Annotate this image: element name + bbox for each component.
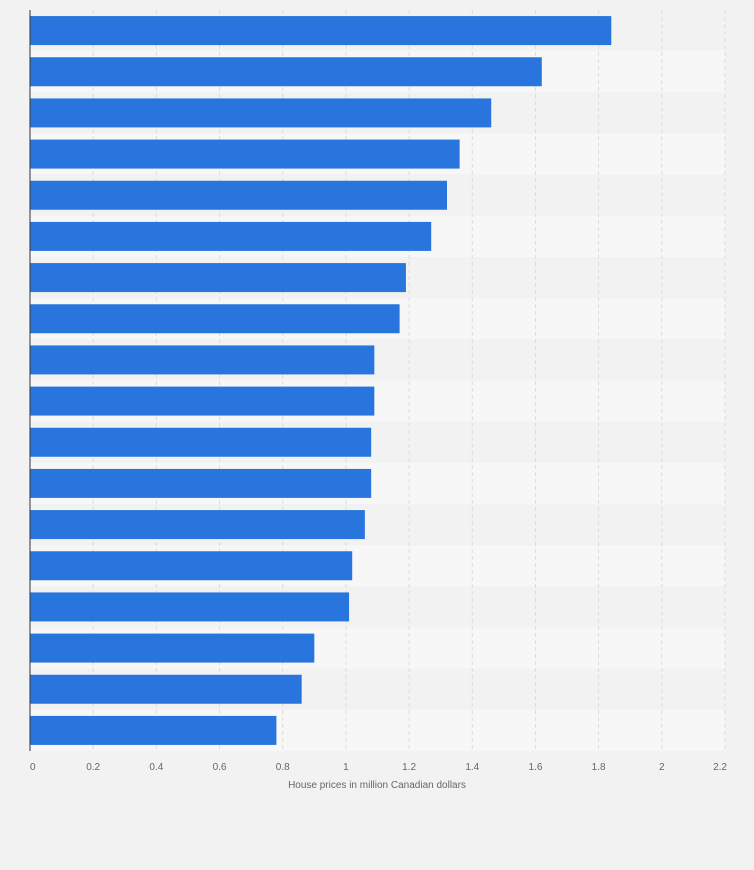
bar[interactable] [30,345,375,375]
bars [30,16,612,745]
bar[interactable] [30,221,432,251]
x-tick-label: 1 [343,762,349,773]
bar[interactable] [30,427,372,457]
x-tick-label: 1.4 [465,762,479,773]
bar[interactable] [30,468,372,498]
x-tick-label: 0.2 [86,762,100,773]
bar[interactable] [30,139,460,169]
bar[interactable] [30,180,447,210]
x-axis-title: House prices in million Canadian dollars [288,780,466,791]
x-tick-label: 0.8 [276,762,290,773]
bar[interactable] [30,510,365,540]
bar[interactable] [30,304,400,334]
x-tick-label: 1.2 [402,762,416,773]
bar[interactable] [30,263,406,293]
bar[interactable] [30,16,612,46]
bar[interactable] [30,674,302,704]
x-tick-label: 1.8 [592,762,606,773]
bar[interactable] [30,715,277,745]
gridlines [92,10,726,751]
x-tick-label: 2.2 [713,762,727,773]
x-tick-label: 2 [659,762,665,773]
bar[interactable] [30,633,315,663]
bar[interactable] [30,98,492,128]
x-axis-ticks: 0 0.2 0.4 0.6 0.8 1 1.2 1.4 1.6 1.8 2 2.2 [30,762,727,773]
x-tick-label: 1.6 [529,762,543,773]
x-tick-label: 0.4 [149,762,163,773]
bar[interactable] [30,551,353,581]
bar[interactable] [30,592,350,622]
x-tick-label: 0.6 [213,762,227,773]
x-tick-label: 0 [30,762,36,773]
bar[interactable] [30,386,375,416]
bar[interactable] [30,57,542,87]
